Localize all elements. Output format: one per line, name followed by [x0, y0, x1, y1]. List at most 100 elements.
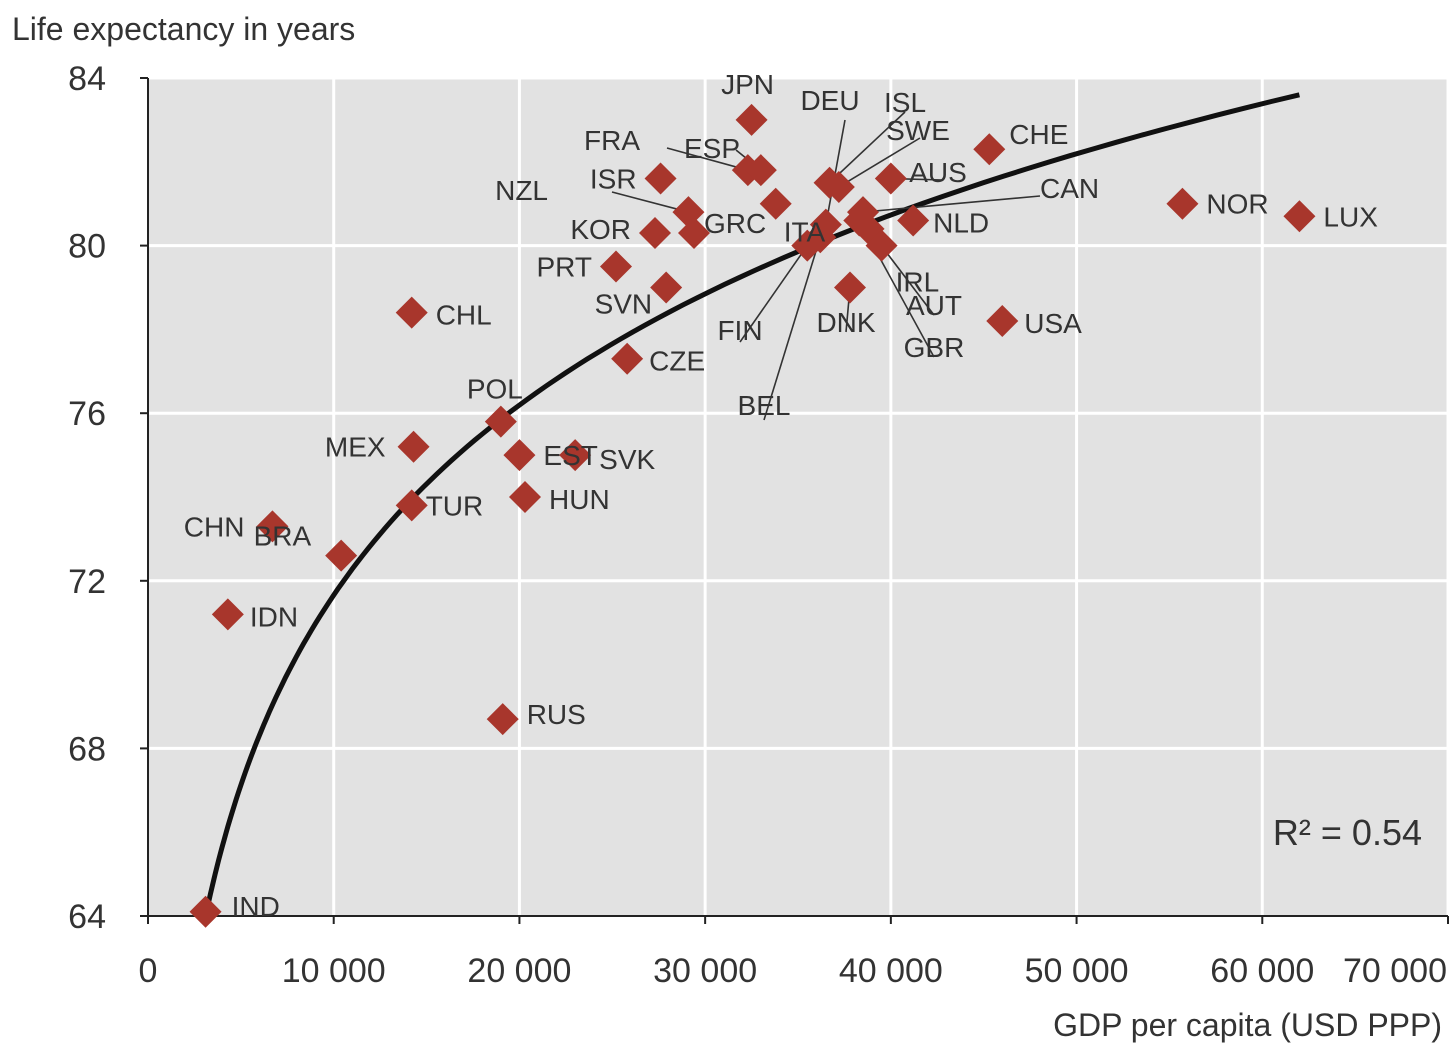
- label-nld: NLD: [933, 207, 989, 238]
- y-tick-label-84: 84: [68, 60, 106, 98]
- label-grc: GRC: [704, 208, 766, 239]
- label-irl: IRL: [896, 267, 940, 298]
- point-idn: [211, 598, 244, 631]
- point-mex: [397, 430, 430, 463]
- x-tick-label-20000: 20 000: [467, 952, 571, 990]
- y-tick-label-68: 68: [68, 730, 106, 768]
- x-tick-label-0: 0: [139, 952, 158, 990]
- label-svn: SVN: [595, 289, 653, 320]
- label-pol: POL: [467, 374, 523, 405]
- label-rus: RUS: [527, 699, 586, 730]
- leader-deu: [825, 119, 846, 225]
- label-dnk: DNK: [816, 307, 875, 338]
- label-deu: DEU: [800, 85, 859, 116]
- point-esp: [744, 154, 777, 187]
- label-chl: CHL: [436, 300, 492, 331]
- x-tick-label-60000: 60 000: [1210, 952, 1314, 990]
- label-nzl: NZL: [495, 175, 548, 206]
- x-axis-title: GDP per capita (USD PPP): [1053, 1007, 1442, 1043]
- label-swe: SWE: [886, 115, 950, 146]
- point-dnk: [834, 271, 866, 304]
- data-points: [189, 103, 1316, 928]
- label-isl: ISL: [884, 87, 926, 118]
- label-bra: BRA: [254, 521, 312, 552]
- point-jpn: [735, 103, 768, 136]
- label-fra: FRA: [584, 125, 640, 156]
- point-cze: [611, 342, 644, 375]
- leader-bel: [763, 236, 822, 421]
- point-deu: [809, 208, 842, 241]
- label-lux: LUX: [1323, 201, 1378, 232]
- label-che: CHE: [1009, 119, 1068, 150]
- label-jpn: JPN: [721, 69, 774, 100]
- label-aus: AUS: [909, 157, 967, 188]
- point-swe: [822, 170, 855, 203]
- point-pol: [484, 405, 517, 438]
- label-idn: IDN: [250, 601, 298, 632]
- label-est: EST: [543, 440, 597, 471]
- point-irl: [865, 229, 898, 262]
- point-lux: [1283, 200, 1316, 233]
- leader-fin: [739, 245, 808, 343]
- label-fin: FIN: [717, 315, 762, 346]
- label-chn: CHN: [184, 511, 245, 542]
- point-prt: [600, 250, 632, 283]
- x-tick-label-70000: 70 000: [1343, 952, 1447, 990]
- point-nor: [1166, 187, 1199, 220]
- label-aut: AUT: [906, 290, 962, 321]
- label-can: CAN: [1040, 173, 1099, 204]
- point-svk: [559, 439, 592, 472]
- label-gbr: GBR: [904, 332, 965, 363]
- point-isr: [644, 162, 677, 195]
- label-esp: ESP: [684, 133, 740, 164]
- label-svk: SVK: [599, 444, 655, 475]
- point-can: [847, 196, 879, 229]
- y-tick-label-76: 76: [68, 395, 106, 433]
- x-tick-label-30000: 30 000: [653, 952, 757, 990]
- point-ita: [759, 187, 792, 220]
- point-svn: [650, 271, 683, 304]
- point-che: [973, 133, 1006, 166]
- r-squared-annotation: R² = 0.54: [1273, 812, 1422, 853]
- label-kor: KOR: [570, 214, 631, 245]
- point-kor: [639, 217, 671, 250]
- y-tick-label-72: 72: [68, 563, 106, 601]
- label-usa: USA: [1024, 308, 1082, 339]
- y-tick-label-64: 64: [68, 898, 106, 936]
- label-cze: CZE: [649, 346, 705, 377]
- x-tick-label-40000: 40 000: [839, 952, 943, 990]
- point-chl: [395, 296, 428, 329]
- point-bra: [325, 539, 358, 572]
- leader-can: [862, 195, 1041, 213]
- leader-isl: [829, 111, 906, 184]
- x-tick-label-50000: 50 000: [1025, 952, 1129, 990]
- point-ind: [189, 895, 222, 928]
- point-aus: [874, 162, 907, 195]
- label-tur: TUR: [426, 490, 484, 521]
- leader-swe: [838, 137, 921, 188]
- label-mex: MEX: [325, 432, 386, 463]
- label-ita: ITA: [784, 217, 826, 248]
- point-tur: [395, 489, 428, 522]
- leader-nzl: [611, 191, 689, 213]
- y-axis-title: Life expectancy in years: [12, 11, 355, 47]
- point-chn: [256, 510, 289, 543]
- x-tick-label-10000: 10 000: [282, 952, 386, 990]
- label-ind: IND: [232, 891, 280, 922]
- label-bel: BEL: [738, 390, 791, 421]
- point-est: [503, 439, 536, 472]
- point-rus: [486, 703, 519, 736]
- leader-fra: [666, 147, 749, 171]
- label-nor: NOR: [1206, 189, 1268, 220]
- label-isr: ISR: [590, 164, 637, 195]
- plot-area: [148, 78, 1448, 916]
- point-grc: [678, 217, 710, 250]
- gridlines: [148, 76, 1450, 916]
- axes: 64 68 72 76 80 84 0 10 000 20 000 30 000 40 000 50 …: [68, 60, 1449, 990]
- label-hun: HUN: [549, 484, 610, 515]
- point-usa: [986, 305, 1019, 338]
- label-prt: PRT: [537, 252, 593, 283]
- y-tick-label-80: 80: [68, 228, 106, 266]
- point-nld: [897, 204, 930, 237]
